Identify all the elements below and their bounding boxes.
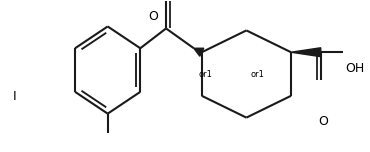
Polygon shape (291, 48, 321, 57)
Text: or1: or1 (250, 70, 264, 79)
Text: O: O (318, 115, 328, 128)
Text: or1: or1 (198, 70, 212, 79)
Text: O: O (148, 10, 158, 23)
Text: I: I (13, 90, 16, 103)
Text: OH: OH (345, 62, 364, 75)
Polygon shape (194, 48, 204, 56)
